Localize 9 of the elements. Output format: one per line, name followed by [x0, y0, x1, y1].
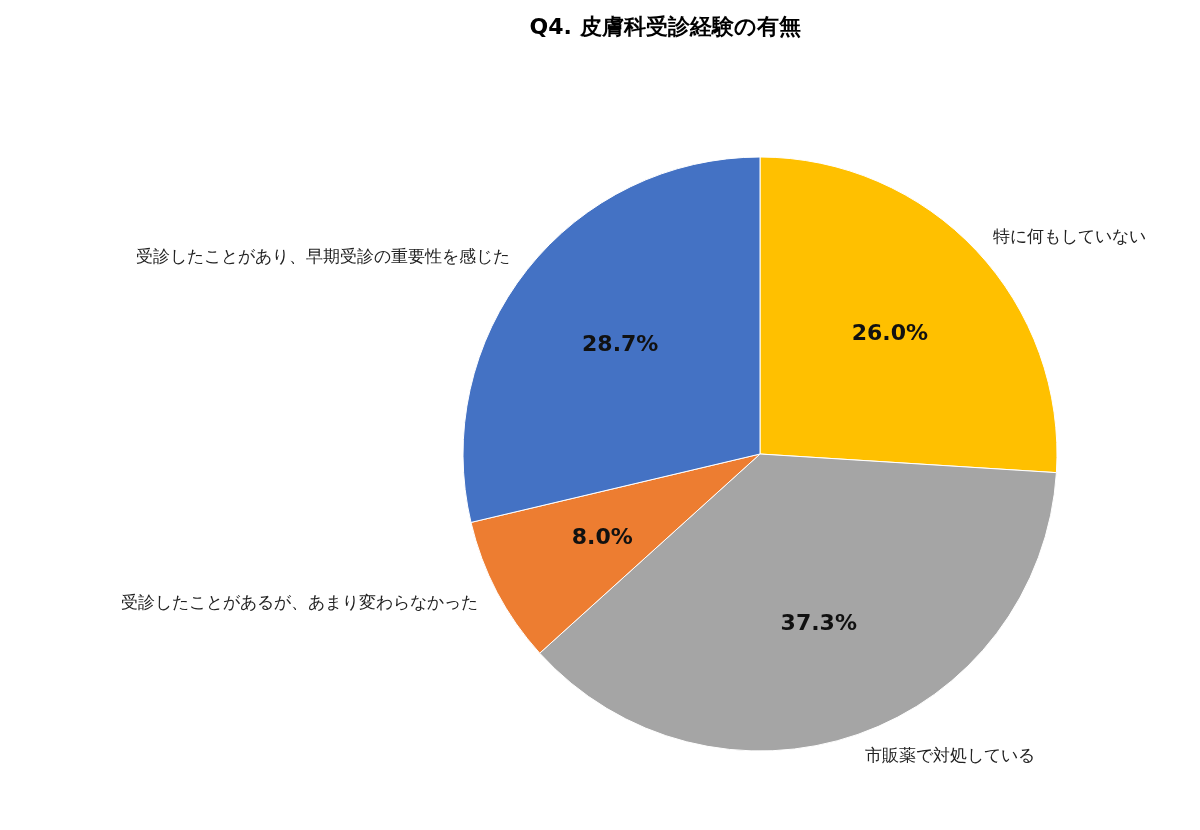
data-label: 37.3% [780, 609, 857, 635]
data-label: 26.0% [851, 319, 929, 345]
data-label: 28.7% [582, 330, 659, 356]
slice-label: 市販薬で対処している [865, 745, 1036, 766]
data-label: 8.0% [571, 524, 633, 550]
slice-label: 特に何もしていない [992, 225, 1146, 246]
slice-label: 受診したことがあるが、あまり変わらなかった [120, 592, 478, 613]
chart-title: Q4. 皮膚科受診経験の有無 [528, 13, 802, 41]
slice-label: 受診したことがあり、早期受診の重要性を感じた [135, 246, 510, 267]
